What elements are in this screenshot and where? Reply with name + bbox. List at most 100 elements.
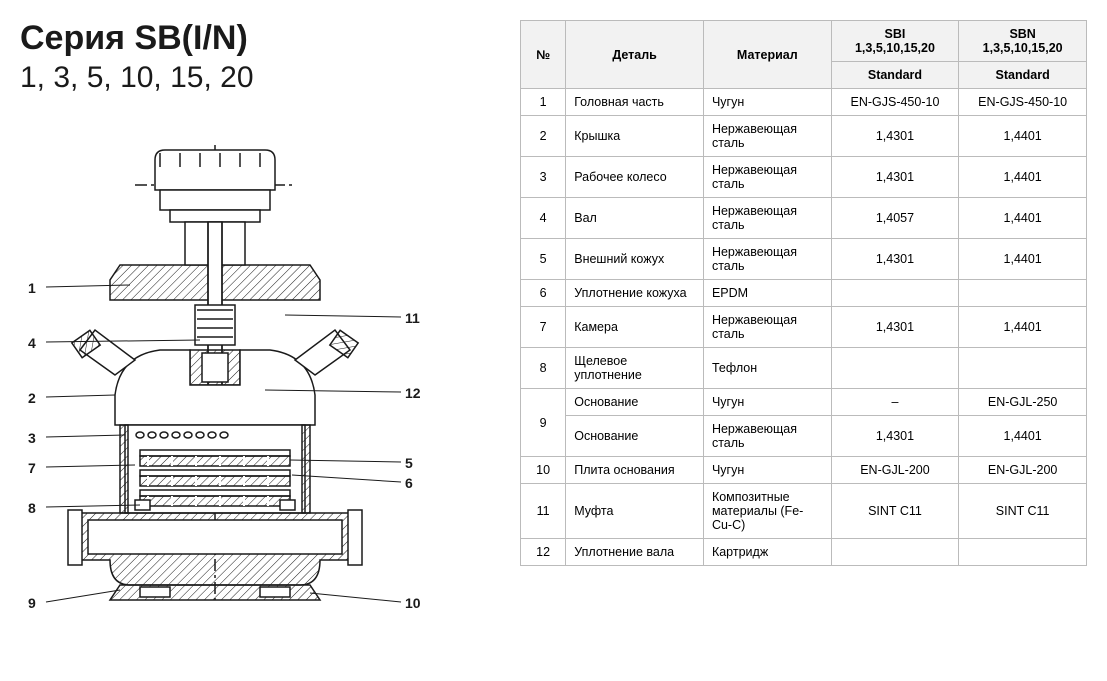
detail-cell: Крышка — [566, 116, 704, 157]
material-cell: Тефлон — [703, 348, 831, 389]
row-number: 3 — [521, 157, 566, 198]
sbn-cell: EN-GJL-200 — [959, 457, 1087, 484]
callout-label: 7 — [28, 460, 36, 476]
row-number: 2 — [521, 116, 566, 157]
row-number: 9 — [521, 389, 566, 457]
callout-label: 6 — [405, 475, 413, 491]
sbn-cell: 1,4401 — [959, 416, 1087, 457]
sbi-cell — [831, 348, 959, 389]
row-number: 5 — [521, 239, 566, 280]
callout-label: 11 — [405, 310, 420, 326]
sbi-cell — [831, 280, 959, 307]
sbn-cell: 1,4401 — [959, 157, 1087, 198]
table-header: Standard — [831, 62, 959, 89]
sbn-cell: SINT C11 — [959, 484, 1087, 539]
sbi-cell: 1,4301 — [831, 116, 959, 157]
detail-cell: Головная часть — [566, 89, 704, 116]
material-cell: EPDM — [703, 280, 831, 307]
material-cell: Нержавеющая сталь — [703, 416, 831, 457]
callout-label: 10 — [405, 595, 421, 611]
sbi-cell: 1,4301 — [831, 416, 959, 457]
detail-cell: Щелевое уплотнение — [566, 348, 704, 389]
detail-cell: Основание — [566, 389, 704, 416]
sbi-cell: – — [831, 389, 959, 416]
sbn-cell: 1,4401 — [959, 116, 1087, 157]
callout-label: 8 — [28, 500, 36, 516]
material-cell: Чугун — [703, 389, 831, 416]
table-row: 5Внешний кожухНержавеющая сталь1,43011,4… — [521, 239, 1087, 280]
sbn-cell: 1,4401 — [959, 307, 1087, 348]
sbi-cell: 1,4301 — [831, 307, 959, 348]
right-panel: №ДетальМатериалSBI1,3,5,10,15,20SBN1,3,5… — [520, 20, 1087, 605]
title-main: Серия SB(I/N) — [20, 20, 500, 57]
detail-cell: Внешний кожух — [566, 239, 704, 280]
left-panel: Серия SB(I/N) 1, 3, 5, 10, 15, 20 1 4 2 3 7 8… — [20, 20, 500, 605]
table-row: 11МуфтаКомпозитные материалы (Fe-Cu-C)SI… — [521, 484, 1087, 539]
detail-cell: Камера — [566, 307, 704, 348]
row-number: 10 — [521, 457, 566, 484]
sbn-cell — [959, 348, 1087, 389]
title-bold: SB(I/N) — [134, 19, 247, 57]
row-number: 12 — [521, 539, 566, 566]
parts-table: №ДетальМатериалSBI1,3,5,10,15,20SBN1,3,5… — [520, 20, 1087, 566]
callout-label: 9 — [28, 595, 36, 611]
table-row: 8Щелевое уплотнениеТефлон — [521, 348, 1087, 389]
material-cell: Чугун — [703, 89, 831, 116]
row-number: 1 — [521, 89, 566, 116]
row-number: 7 — [521, 307, 566, 348]
callout-label: 5 — [405, 455, 413, 471]
sbi-cell: EN-GJS-450-10 — [831, 89, 959, 116]
sbi-cell — [831, 539, 959, 566]
detail-cell: Уплотнение вала — [566, 539, 704, 566]
material-cell: Нержавеющая сталь — [703, 198, 831, 239]
table-row: 12Уплотнение валаКартридж — [521, 539, 1087, 566]
material-cell: Картридж — [703, 539, 831, 566]
callout-label: 2 — [28, 390, 36, 406]
material-cell: Нержавеющая сталь — [703, 157, 831, 198]
sbi-cell: SINT C11 — [831, 484, 959, 539]
sbi-cell: 1,4057 — [831, 198, 959, 239]
detail-cell: Муфта — [566, 484, 704, 539]
detail-cell: Основание — [566, 416, 704, 457]
pump-cutaway-svg — [20, 105, 460, 605]
table-row: 7КамераНержавеющая сталь1,43011,4401 — [521, 307, 1087, 348]
sbn-cell — [959, 539, 1087, 566]
detail-cell: Уплотнение кожуха — [566, 280, 704, 307]
sbn-cell: EN-GJS-450-10 — [959, 89, 1087, 116]
table-header: Standard — [959, 62, 1087, 89]
row-number: 11 — [521, 484, 566, 539]
row-number: 4 — [521, 198, 566, 239]
table-header: SBI1,3,5,10,15,20 — [831, 21, 959, 62]
table-row: 2КрышкаНержавеющая сталь1,43011,4401 — [521, 116, 1087, 157]
sbn-cell: 1,4401 — [959, 239, 1087, 280]
callout-label: 3 — [28, 430, 36, 446]
detail-cell: Вал — [566, 198, 704, 239]
row-number: 8 — [521, 348, 566, 389]
title-prefix: Серия — [20, 19, 125, 57]
detail-cell: Рабочее колесо — [566, 157, 704, 198]
material-cell: Нержавеющая сталь — [703, 116, 831, 157]
sbi-cell: 1,4301 — [831, 239, 959, 280]
table-header: № — [521, 21, 566, 89]
sbi-cell: EN-GJL-200 — [831, 457, 959, 484]
row-number: 6 — [521, 280, 566, 307]
sbn-cell — [959, 280, 1087, 307]
material-cell: Чугун — [703, 457, 831, 484]
table-row: 3Рабочее колесоНержавеющая сталь1,43011,… — [521, 157, 1087, 198]
table-row: 1Головная частьЧугунEN-GJS-450-10EN-GJS-… — [521, 89, 1087, 116]
table-row: 10Плита основанияЧугунEN-GJL-200EN-GJL-2… — [521, 457, 1087, 484]
table-row: 6Уплотнение кожухаEPDM — [521, 280, 1087, 307]
sbn-cell: EN-GJL-250 — [959, 389, 1087, 416]
callout-label: 12 — [405, 385, 421, 401]
table-header: SBN1,3,5,10,15,20 — [959, 21, 1087, 62]
detail-cell: Плита основания — [566, 457, 704, 484]
material-cell: Нержавеющая сталь — [703, 307, 831, 348]
title-block: Серия SB(I/N) 1, 3, 5, 10, 15, 20 — [20, 20, 500, 95]
title-sub: 1, 3, 5, 10, 15, 20 — [20, 61, 500, 95]
table-header: Материал — [703, 21, 831, 89]
table-row: 9ОснованиеЧугун–EN-GJL-250 — [521, 389, 1087, 416]
table-header: Деталь — [566, 21, 704, 89]
sbn-cell: 1,4401 — [959, 198, 1087, 239]
callout-label: 1 — [28, 280, 36, 296]
callout-label: 4 — [28, 335, 36, 351]
